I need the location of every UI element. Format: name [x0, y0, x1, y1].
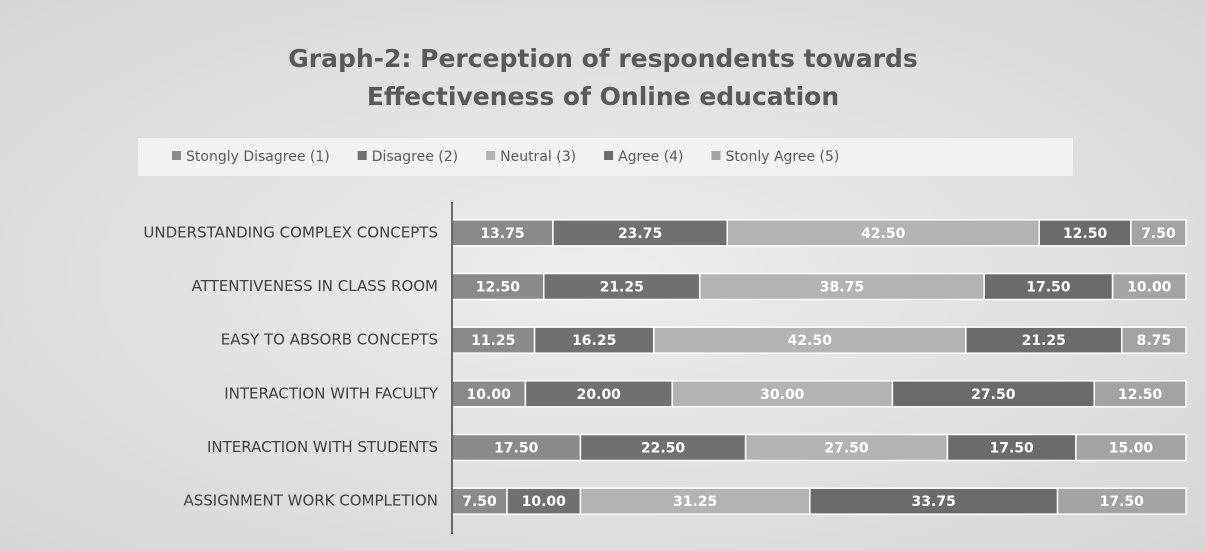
value-label: 10.00 — [522, 494, 567, 510]
value-label: 42.50 — [861, 226, 906, 242]
value-label: 27.50 — [824, 441, 869, 457]
value-label: 12.50 — [476, 280, 521, 296]
category-label: INTERACTION WITH FACULTY — [224, 384, 439, 402]
bar-segment — [451, 272, 545, 301]
legend-swatch — [172, 151, 181, 160]
value-label: 10.00 — [1127, 280, 1172, 296]
value-label: 33.75 — [912, 494, 956, 510]
bar-segment — [506, 487, 582, 515]
legend-label: Stongly Disagree (1) — [186, 149, 330, 165]
value-label: 42.50 — [788, 333, 833, 349]
value-label: 17.50 — [990, 441, 1035, 457]
value-label: 17.50 — [1026, 280, 1071, 296]
value-label: 16.25 — [572, 333, 616, 349]
category-label: INTERACTION WITH STUDENTS — [207, 438, 438, 456]
bar-segment — [451, 433, 582, 462]
value-label: 17.50 — [494, 441, 539, 457]
legend-swatch — [711, 151, 721, 160]
bar-segment — [1121, 326, 1187, 354]
value-label: 21.25 — [600, 280, 644, 296]
bar-segment — [543, 272, 701, 301]
value-label: 30.00 — [760, 387, 805, 403]
value-label: 12.50 — [1063, 226, 1108, 242]
category-label: UNDERSTANDING COMPLEX CONCEPTS — [143, 223, 438, 241]
value-label: 22.50 — [641, 441, 686, 457]
bar-segment — [671, 380, 894, 408]
legend-label: Neutral (3) — [500, 149, 576, 165]
value-label: 13.75 — [480, 226, 524, 242]
value-label: 8.75 — [1137, 333, 1172, 349]
bar-segment — [1038, 219, 1132, 247]
bar-segment — [653, 326, 967, 354]
category-label: ATTENTIVENESS IN CLASS ROOM — [192, 277, 438, 295]
value-label: 31.25 — [673, 494, 717, 510]
legend-swatch — [604, 151, 614, 160]
value-label: 11.25 — [471, 333, 515, 349]
value-label: 23.75 — [618, 226, 662, 242]
legend-swatch — [486, 151, 496, 160]
legend-label: Disagree (2) — [372, 149, 458, 165]
bar-segment — [579, 433, 747, 462]
legend-label: Stonly Agree (5) — [726, 149, 840, 165]
legend-swatch — [357, 151, 367, 160]
chart-title: Graph-2: Perception of respondents towar… — [288, 44, 918, 111]
value-label: 15.00 — [1109, 441, 1154, 457]
bar-segment — [1056, 487, 1187, 515]
value-label: 21.25 — [1022, 333, 1066, 349]
value-label: 38.75 — [820, 280, 864, 296]
category-label: ASSIGNMENT WORK COMPLETION — [183, 492, 438, 510]
bar-segment — [1093, 380, 1187, 408]
bar-segment — [1075, 433, 1187, 462]
value-label: 27.50 — [971, 387, 1016, 403]
value-label: 20.00 — [577, 387, 622, 403]
value-label: 7.50 — [462, 494, 497, 510]
value-label: 12.50 — [1118, 387, 1163, 403]
bar-segment — [726, 219, 1040, 247]
bar-segment — [451, 487, 508, 515]
value-label: 10.00 — [467, 387, 512, 403]
bar-segment — [1130, 219, 1187, 247]
value-label: 7.50 — [1141, 226, 1176, 242]
value-label: 17.50 — [1100, 494, 1145, 510]
bar-segment — [552, 219, 728, 247]
legend-label: Agree (4) — [618, 149, 683, 165]
bar-segment — [524, 380, 673, 408]
bar-segment — [744, 433, 949, 462]
bar-segment — [1111, 272, 1187, 301]
category-label: EASY TO ABSORB CONCEPTS — [221, 331, 438, 349]
bar-segment — [983, 272, 1114, 301]
